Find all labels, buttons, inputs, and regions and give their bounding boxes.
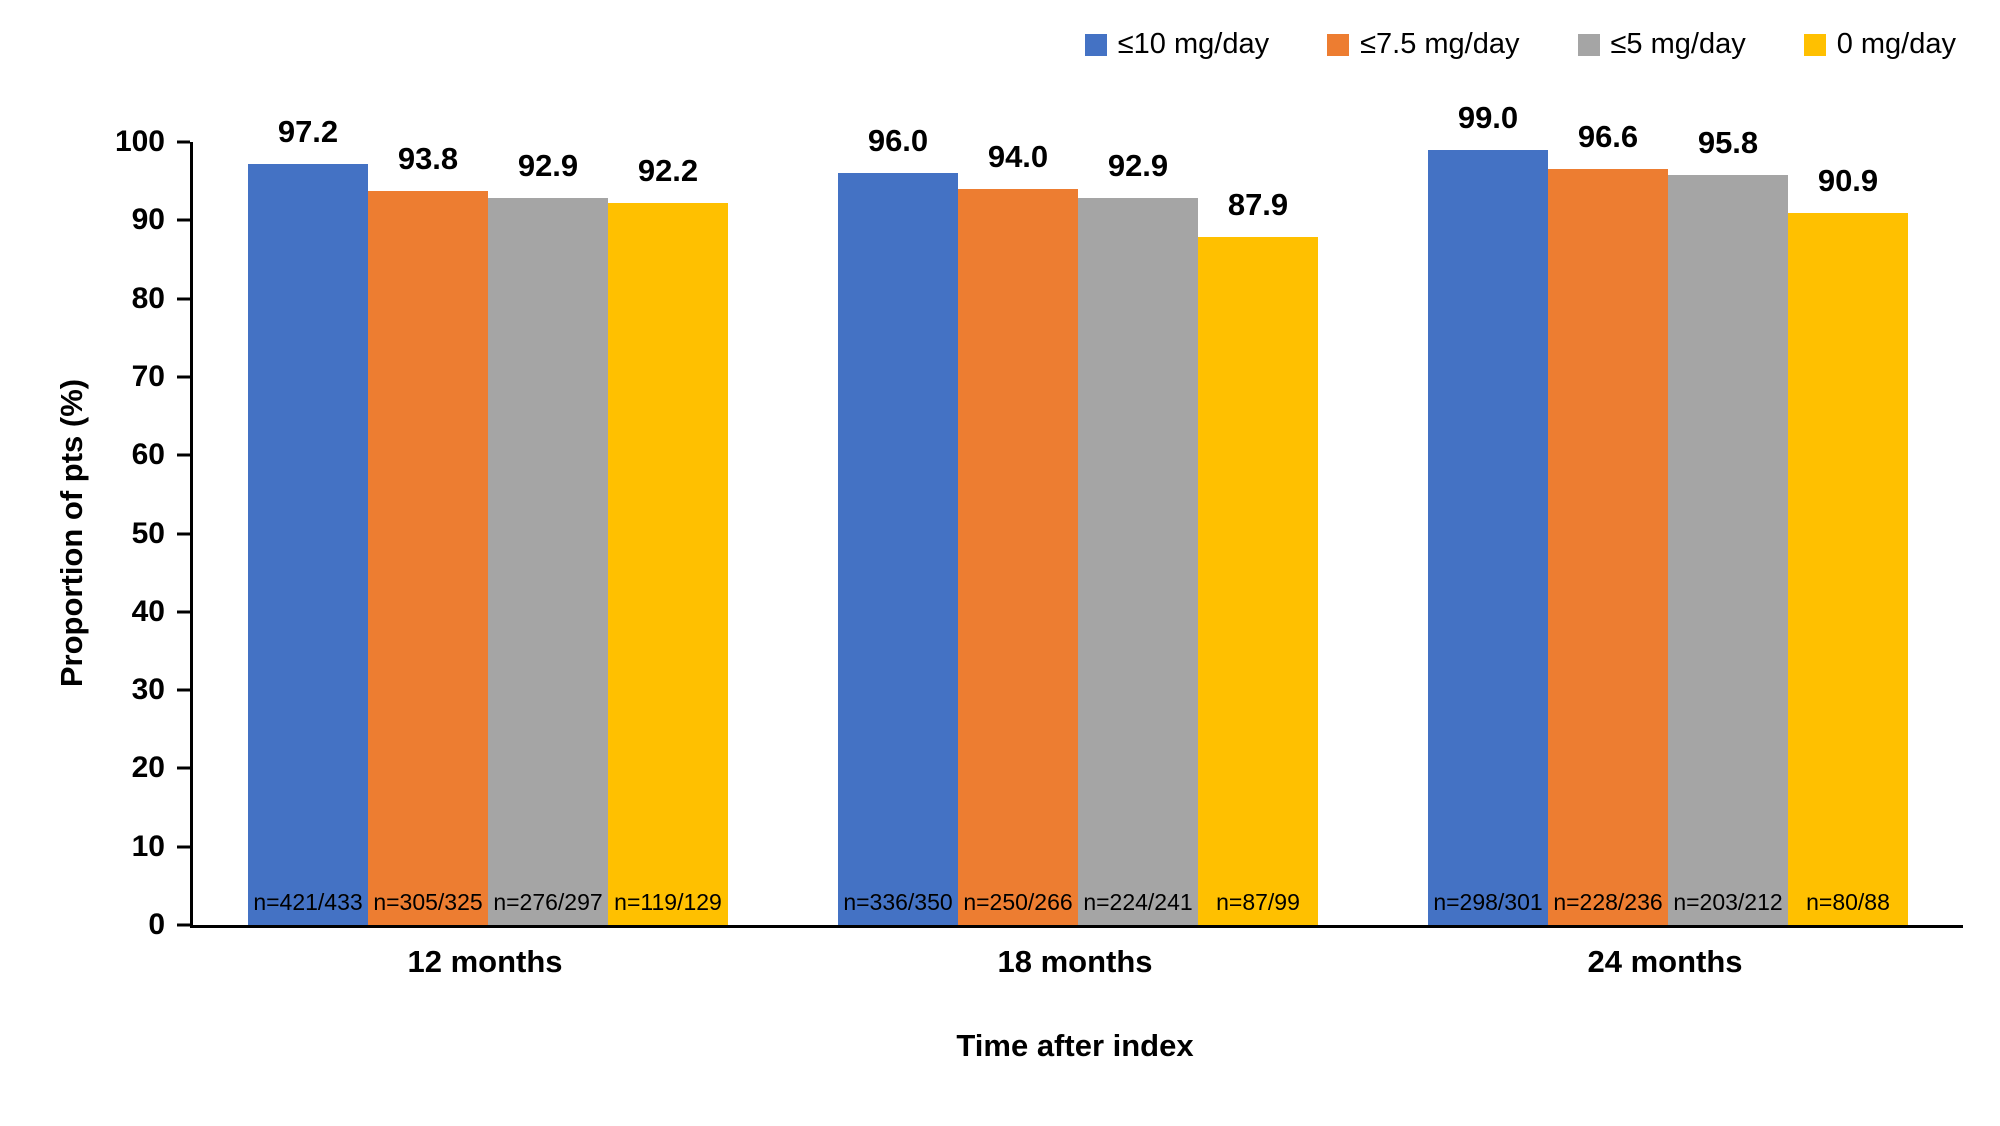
y-tick-label: 20: [131, 751, 165, 785]
y-tick-mark: [177, 610, 190, 614]
bar-group: n=336/350 96.0 n=250/266 94.0 n=224/241 92.9 n…: [838, 125, 1318, 925]
legend-swatch-icon: [1577, 33, 1600, 56]
legend-swatch-icon: [1327, 33, 1350, 56]
bar: n=224/241: [1078, 197, 1198, 925]
bar: n=298/301: [1428, 149, 1548, 925]
legend-swatch-icon: [1803, 33, 1826, 56]
x-category-label: 24 months: [1587, 944, 1743, 979]
y-tick-mark: [177, 140, 190, 144]
legend-item: ≤7.5 mg/day: [1327, 28, 1520, 60]
bar-value-label: 92.2: [637, 153, 699, 189]
y-tick-label: 80: [131, 281, 165, 315]
bar-value-label: 96.6: [1577, 118, 1639, 154]
bar: n=80/88: [1788, 213, 1908, 925]
y-tick-label: 0: [148, 908, 165, 941]
y-tick-label: 100: [114, 125, 165, 158]
y-axis-title: Proportion of pts (%): [54, 378, 89, 688]
bar-value-label: 87.9: [1227, 186, 1289, 222]
y-tick-mark: [177, 532, 190, 535]
legend-item: ≤5 mg/day: [1577, 28, 1746, 60]
x-category-label: 18 months: [997, 944, 1153, 979]
bar-n-label: n=305/325: [373, 889, 483, 915]
plot-area: 0 10 20 30 40 50 60 70 80 90 100 n=421/433 97.2 n=305…: [115, 102, 1963, 940]
legend-label: ≤5 mg/day: [1610, 28, 1746, 60]
bar-n-label: n=80/88: [1806, 889, 1890, 915]
x-category-label: 12 months: [407, 944, 563, 979]
bar-n-label: n=228/236: [1553, 889, 1663, 915]
bar-n-label: n=336/350: [843, 889, 953, 915]
bar-value-label: 95.8: [1697, 124, 1759, 160]
bar-n-label: n=224/241: [1083, 889, 1193, 915]
bar-value-label: 94.0: [987, 138, 1049, 174]
y-tick-label: 90: [131, 203, 165, 237]
y-tick-mark: [177, 766, 190, 770]
x-axis-title: Time after index: [956, 1028, 1194, 1063]
y-tick-label: 70: [131, 359, 165, 393]
y-tick-mark: [177, 845, 190, 849]
legend-item: 0 mg/day: [1803, 28, 1956, 60]
y-tick-mark: [177, 375, 190, 379]
bar-n-label: n=298/301: [1433, 889, 1543, 915]
legend-label: ≤7.5 mg/day: [1360, 28, 1520, 60]
y-tick-label: 30: [131, 673, 165, 707]
legend-swatch-icon: [1084, 33, 1107, 56]
y-tick-label: 60: [131, 438, 165, 472]
bar: n=87/99: [1198, 236, 1318, 925]
bar-value-label: 93.8: [397, 140, 459, 176]
bar: n=228/236: [1548, 168, 1668, 925]
bar-value-label: 97.2: [277, 113, 339, 149]
legend-label: 0 mg/day: [1836, 28, 1956, 60]
bar-n-label: n=203/212: [1673, 889, 1783, 915]
y-tick-mark: [177, 297, 190, 301]
bar-n-label: n=87/99: [1216, 889, 1300, 915]
bar-n-label: n=421/433: [253, 889, 363, 915]
bar: n=119/129: [608, 203, 728, 925]
bar-value-label: 92.9: [1107, 147, 1169, 183]
bar: n=336/350: [838, 173, 958, 925]
y-tick-label: 40: [131, 594, 165, 628]
bar-n-label: n=250/266: [963, 889, 1073, 915]
bar-n-label: n=276/297: [493, 889, 603, 915]
y-tick-mark: [177, 218, 190, 222]
bar-group: n=421/433 97.2 n=305/325 93.8 n=276/297 92.9 n…: [248, 116, 728, 925]
bar-value-label: 99.0: [1457, 99, 1519, 135]
y-tick-mark: [177, 688, 190, 692]
bar-value-label: 96.0: [867, 123, 929, 159]
bar-group: n=298/301 99.0 n=228/236 96.6 n=203/212 95.8 n…: [1428, 102, 1908, 925]
legend-label: ≤10 mg/day: [1117, 28, 1270, 60]
y-tick-mark: [177, 923, 190, 927]
bar-n-label: n=119/129: [614, 889, 722, 915]
bar-value-label: 90.9: [1817, 163, 1879, 199]
bar: n=250/266: [958, 188, 1078, 925]
y-tick-mark: [177, 453, 190, 457]
bar: n=421/433: [248, 163, 368, 925]
y-tick-label: 50: [131, 516, 165, 550]
bar-value-label: 92.9: [517, 147, 579, 183]
legend-item: ≤10 mg/day: [1084, 28, 1270, 60]
legend: ≤10 mg/day ≤7.5 mg/day ≤5 mg/day 0 mg/day: [1084, 28, 1956, 60]
bar: n=276/297: [488, 197, 608, 925]
bar: n=305/325: [368, 190, 488, 925]
bar: n=203/212: [1668, 174, 1788, 925]
y-tick-label: 10: [131, 829, 165, 863]
